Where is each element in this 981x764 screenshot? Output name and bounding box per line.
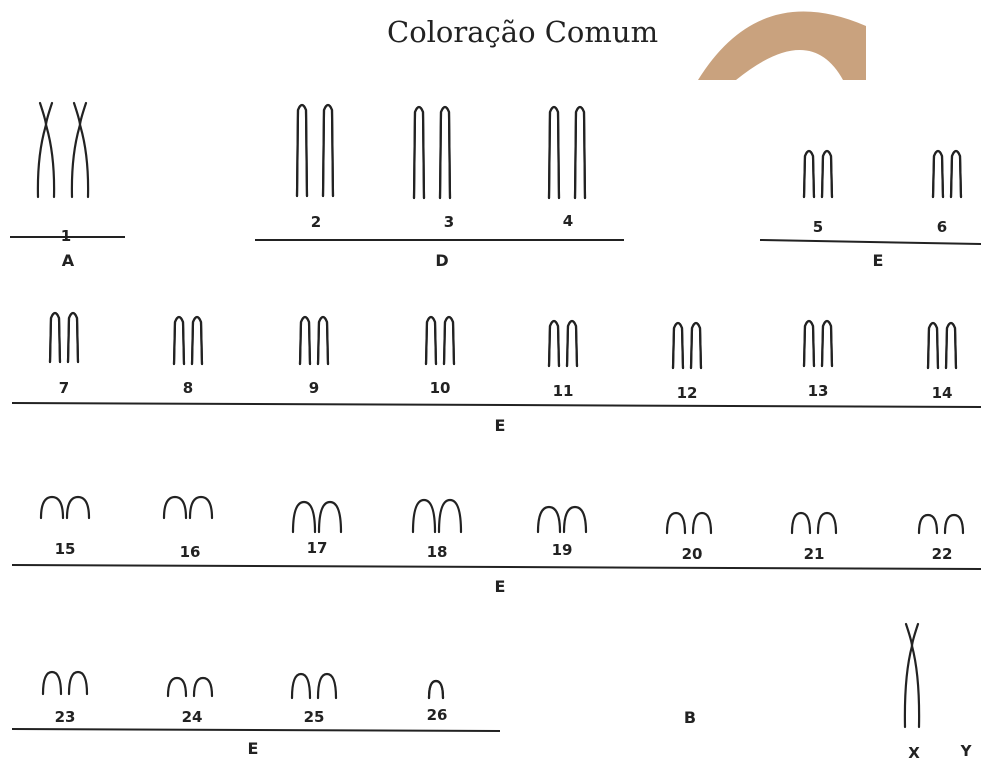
chromosome-label: 17 [307,539,328,557]
chromosome-6 [931,149,963,199]
chromosome-8 [172,315,204,366]
chromosome-3 [412,105,452,200]
group-label-e: E [248,739,259,758]
chromosome-label: 2 [311,213,321,231]
chromosome-label: 20 [682,545,703,563]
chromosome-13 [802,319,834,368]
chromosome-label: 22 [932,545,953,563]
chromosome-label: 3 [444,213,454,231]
chromosome-12 [671,321,703,370]
chromosome-label: 15 [55,540,76,558]
group-label-e: E [495,416,506,435]
chromosome-label: 7 [59,379,69,397]
chromosome-23 [41,670,89,696]
chromosome-11 [547,319,579,368]
chromosome-24 [166,676,214,698]
chromosome-label: 12 [677,384,698,402]
group-label-a: A [62,251,75,270]
chromosome-21 [790,511,838,535]
chromosome-label: 4 [563,212,573,230]
arc-logo [698,11,866,80]
chromosome-1 [36,101,90,199]
chromosome-label: 19 [552,541,573,559]
chromosome-label: 23 [55,708,76,726]
chromosome-22 [917,513,965,535]
group-label-e: E [873,251,884,270]
chromosome-2 [295,103,335,198]
group-label-b: B [684,708,696,727]
chromosome-16 [162,495,214,520]
chromosome-label: X [908,744,920,762]
group-label-d: D [435,251,448,270]
chromosome-14 [926,321,958,370]
chromosome-19 [536,505,588,534]
chromosome-label: 21 [804,545,825,563]
chromosome-15 [39,495,91,520]
chromosome-25 [290,672,338,700]
chromosome-18 [411,498,463,534]
chromosome-label: 16 [180,543,201,561]
group-label-e: E [495,577,506,596]
chromosome-label: 9 [309,379,319,397]
chromosome-label: 5 [813,218,823,236]
chromosome-label: 18 [427,543,448,561]
chromosome-5 [802,149,834,199]
chromosome-26 [427,679,445,700]
chromosome-label: 10 [430,379,451,397]
chromosome-17 [291,500,343,534]
chromosome-label: 25 [304,708,325,726]
chromosome-label: 8 [183,379,193,397]
group-divider [759,239,981,245]
chromosome-label: 11 [553,382,574,400]
chromosome-label: 6 [937,218,947,236]
chromosome-x [903,622,921,729]
chromosome-9 [298,315,330,366]
chromosome-label: 14 [932,384,953,402]
chromosome-label: 13 [808,382,829,400]
group-divider [11,564,981,570]
chromosome-20 [665,511,713,535]
chromosome-label: Y [960,742,973,760]
chromosome-label: 24 [182,708,203,726]
chromosome-label: 26 [427,706,448,724]
chromosome-7 [48,311,80,364]
diagram-title: Coloração Comum [387,15,658,49]
chromosome-10 [424,315,456,366]
group-divider [11,728,501,732]
group-divider [11,402,981,408]
chromosome-4 [547,105,587,200]
